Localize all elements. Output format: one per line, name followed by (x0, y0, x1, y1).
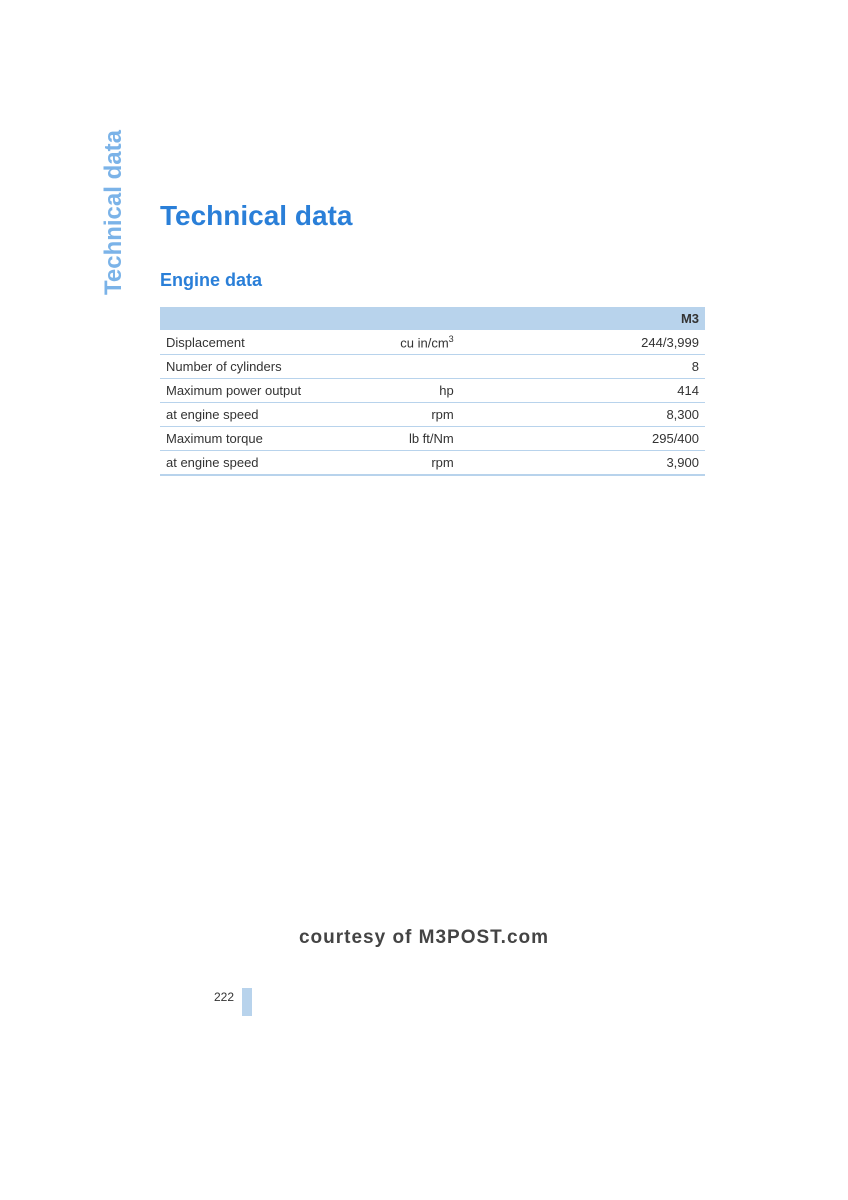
section-title: Engine data (160, 270, 705, 291)
table-cell-value: 295/400 (460, 427, 705, 451)
table-cell-value: 414 (460, 379, 705, 403)
table-cell-value: 244/3,999 (460, 330, 705, 355)
table-cell-label: Displacement (160, 330, 362, 355)
table-cell-unit: cu in/cm3 (362, 330, 460, 355)
table-cell-label: Maximum torque (160, 427, 362, 451)
table-header-row: M3 (160, 307, 705, 330)
table-cell-unit: hp (362, 379, 460, 403)
engine-data-table: M3 Displacement cu in/cm3 244/3,999 Numb… (160, 307, 705, 476)
table-row: at engine speed rpm 3,900 (160, 451, 705, 476)
sidebar-section-label: Technical data (100, 130, 128, 295)
table-row: Maximum power output hp 414 (160, 379, 705, 403)
table-header-model: M3 (460, 307, 705, 330)
table-cell-value: 8 (460, 355, 705, 379)
page-number-block: 222 (214, 988, 252, 1016)
table-cell-value: 8,300 (460, 403, 705, 427)
table-cell-unit: rpm (362, 403, 460, 427)
table-cell-label: at engine speed (160, 451, 362, 476)
table-row: at engine speed rpm 8,300 (160, 403, 705, 427)
table-cell-value: 3,900 (460, 451, 705, 476)
table-cell-unit: lb ft/Nm (362, 427, 460, 451)
courtesy-text: courtesy of M3POST.com (0, 927, 848, 949)
table-header-empty-2 (362, 307, 460, 330)
page-marker-icon (242, 988, 252, 1016)
table-row: Maximum torque lb ft/Nm 295/400 (160, 427, 705, 451)
table-cell-label: Number of cylinders (160, 355, 362, 379)
table-header-empty-1 (160, 307, 362, 330)
table-cell-label: at engine speed (160, 403, 362, 427)
table-cell-unit (362, 355, 460, 379)
content-area: Technical data Engine data M3 Displaceme… (160, 200, 705, 476)
page-title: Technical data (160, 200, 705, 232)
page-number: 222 (214, 990, 234, 1004)
table-cell-label: Maximum power output (160, 379, 362, 403)
table-row: Number of cylinders 8 (160, 355, 705, 379)
table-cell-unit: rpm (362, 451, 460, 476)
table-row: Displacement cu in/cm3 244/3,999 (160, 330, 705, 355)
